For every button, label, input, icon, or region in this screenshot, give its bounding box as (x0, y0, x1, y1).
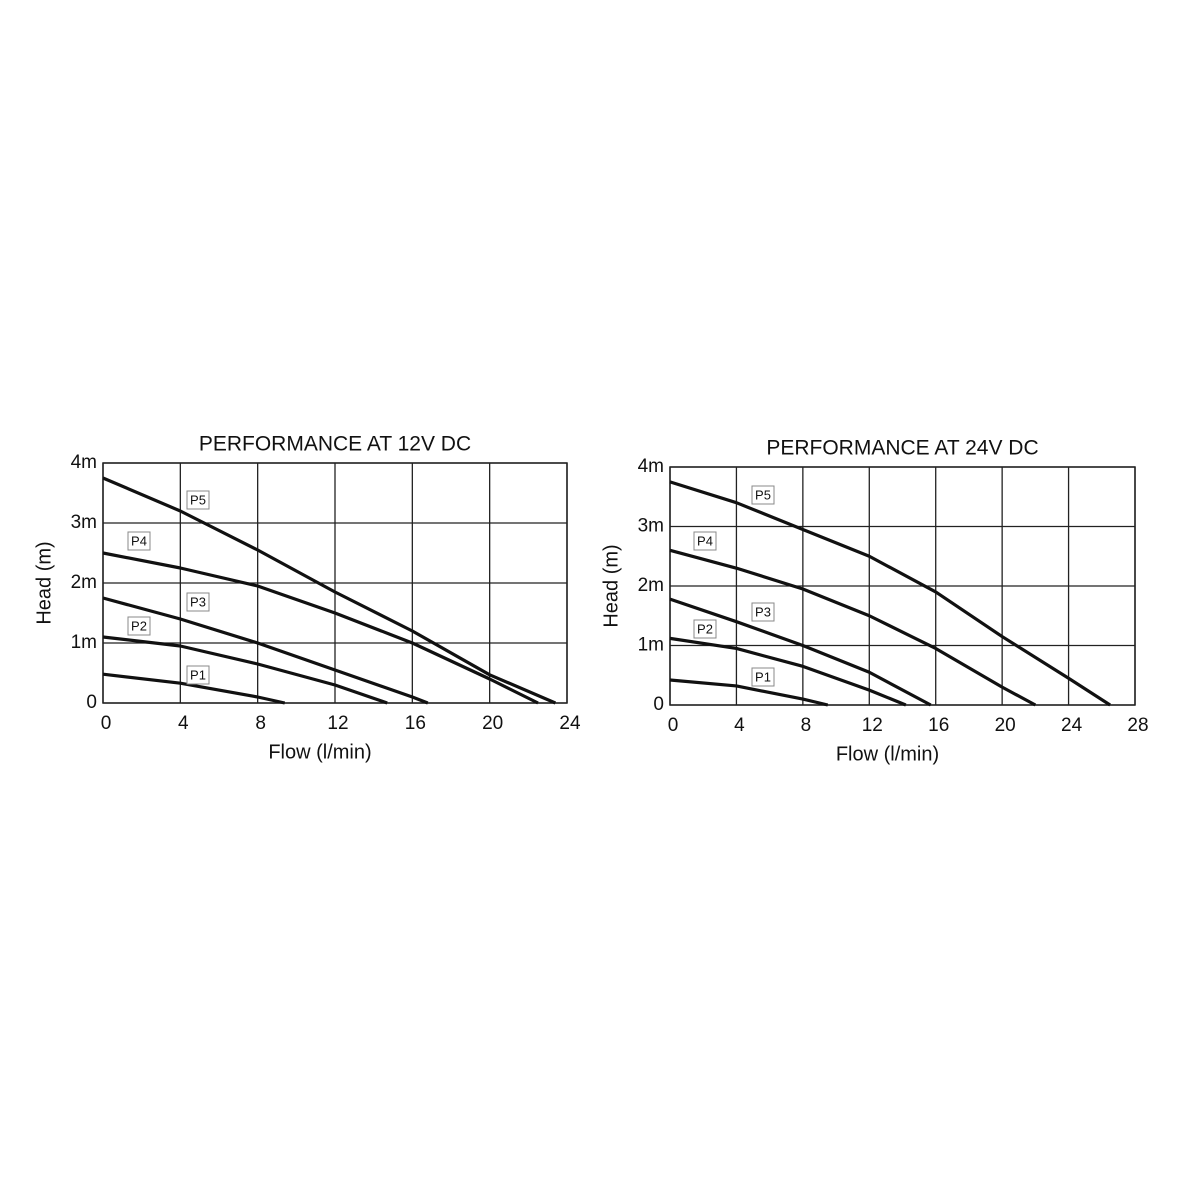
y-tick-label: 2m (638, 575, 664, 596)
curve (102, 635, 388, 705)
y-tick-label: 1m (71, 632, 97, 653)
chart-title: PERFORMANCE AT 12V DC (199, 433, 471, 456)
curve-label-box (186, 490, 210, 510)
x-axis-label: Flow (l/min) (836, 743, 939, 765)
x-tick-label: 24 (559, 713, 581, 734)
curve-label: P5 (755, 487, 771, 502)
x-tick-label: 4 (178, 713, 189, 734)
curve-label: P4 (131, 533, 147, 548)
curve-label: P2 (131, 618, 147, 633)
curve-label: P5 (190, 492, 206, 507)
x-tick-label: 20 (482, 713, 503, 734)
curve-label-box (693, 531, 717, 551)
x-tick-label: 8 (255, 713, 266, 734)
chart-title: PERFORMANCE AT 24V DC (766, 437, 1038, 460)
x-tick-label: 20 (995, 715, 1016, 736)
x-tick-label: 12 (862, 715, 883, 736)
x-tick-label: 12 (327, 713, 348, 734)
curve (102, 672, 286, 705)
y-tick-label: 1m (638, 635, 664, 656)
y-tick-label: 4m (638, 456, 664, 477)
curve-label: P3 (755, 604, 771, 619)
curve (669, 636, 907, 707)
curve (102, 476, 557, 705)
y-tick-label: 3m (71, 512, 97, 533)
curve (669, 548, 1037, 707)
curve (102, 596, 429, 705)
plot-frame (102, 462, 568, 704)
curve-label: P4 (697, 533, 713, 548)
curve-label: P2 (697, 621, 713, 636)
curve-label-box (127, 531, 151, 551)
x-tick-label: 0 (668, 715, 679, 736)
curve-label: P3 (190, 594, 206, 609)
x-tick-label: 28 (1127, 715, 1148, 736)
curve-label-box (186, 592, 210, 612)
y-axis-label: Head (m) (600, 544, 622, 627)
curve-label: P1 (755, 669, 771, 684)
x-tick-label: 16 (405, 713, 426, 734)
curve-label-box (186, 665, 210, 685)
y-tick-label: 3m (638, 516, 664, 537)
curve-label-box (127, 616, 151, 636)
curve-label-box (751, 667, 775, 687)
curve-label-box (751, 602, 775, 622)
y-tick-label: 0 (86, 692, 97, 713)
curve-label-box (693, 619, 717, 639)
x-tick-label: 4 (734, 715, 745, 736)
curve (669, 480, 1111, 707)
x-tick-label: 0 (101, 713, 112, 734)
y-tick-label: 0 (653, 694, 664, 715)
curve-label-box (751, 485, 775, 505)
x-tick-label: 16 (928, 715, 949, 736)
curve (669, 597, 932, 707)
y-axis-label: Head (m) (33, 541, 55, 624)
y-tick-label: 4m (71, 452, 97, 473)
y-tick-label: 2m (71, 572, 97, 593)
curve (669, 678, 829, 707)
x-tick-label: 24 (1061, 715, 1083, 736)
x-axis-label: Flow (l/min) (268, 741, 371, 763)
x-tick-label: 8 (801, 715, 812, 736)
curve-label: P1 (190, 667, 206, 682)
curve (102, 551, 539, 705)
